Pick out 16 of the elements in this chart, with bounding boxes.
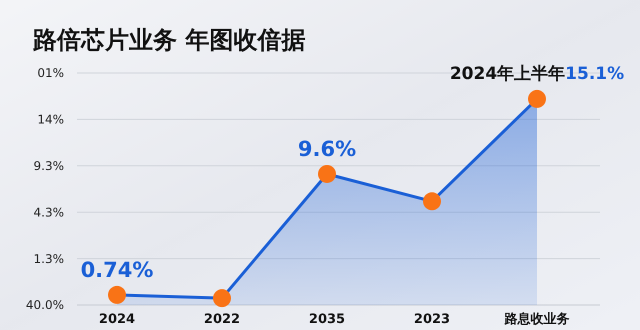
data-label: 0.74% <box>80 258 154 282</box>
chart-title: 路倍芯片业务 年图收偣据 <box>32 26 306 54</box>
x-tick-label: 2023 <box>414 312 450 327</box>
text: 4.3% <box>34 205 64 220</box>
x-tick-label: 路息收业务 <box>504 311 570 327</box>
text: 9.3% <box>34 159 64 173</box>
annotation: 2024年上半年 <box>450 64 566 84</box>
text: 14% <box>37 112 64 127</box>
x-tick-label: 2024 <box>98 312 136 327</box>
data-label: 9.6% <box>298 136 356 161</box>
x-tick-label: 2022 <box>204 312 240 327</box>
text: 01% <box>37 66 64 80</box>
data-label: 15.1% <box>565 64 624 84</box>
x-tick-label: 2035 <box>308 312 346 327</box>
text: 1.3% <box>34 252 64 266</box>
text: 40.0% <box>26 298 64 312</box>
